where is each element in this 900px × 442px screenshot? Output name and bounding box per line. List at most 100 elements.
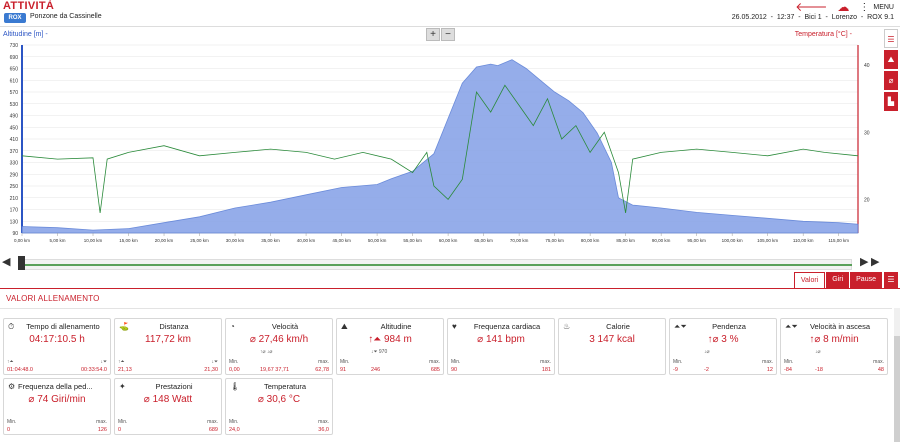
card-min-value: 90 [451, 367, 458, 373]
card-max-value: 689 [208, 427, 218, 433]
zoom-out-button[interactable]: − [441, 28, 455, 41]
stat-card[interactable]: ◔ Velocità ⌀ 27,46 km/h Min. max. 0,00 62,78 ↑⌀… [225, 318, 333, 375]
left-axis-tick-label: 90 [12, 231, 18, 237]
menu-button[interactable]: MENU [873, 3, 894, 11]
list-icon[interactable]: ☰ [884, 29, 898, 48]
card-icon: ♥ [452, 322, 457, 331]
card-title: Velocità in ascesa [809, 322, 871, 331]
card-max-label: max. [318, 419, 329, 425]
x-axis-tick-label: 15,00 km [119, 238, 138, 243]
stat-card[interactable]: ♥ Frequenza cardiaca ⌀ 141 bpm Min. max. 90 18… [447, 318, 555, 375]
card-value: 117,72 km [145, 334, 191, 345]
card-mid-value: -18 [815, 367, 823, 373]
card-icon: ⚙ [8, 382, 16, 391]
stat-card[interactable]: ♨ Calorie 3 147 kcal [558, 318, 666, 375]
card-value: ↑⌀ 3 % [707, 334, 739, 345]
x-axis-tick-label: 40,00 km [297, 238, 316, 243]
x-axis-tick-label: 115,00 km [828, 238, 849, 243]
x-axis-tick-label: 75,00 km [545, 238, 564, 243]
x-axis-tick-label: 95,00 km [687, 238, 706, 243]
left-axis-tick-label: 450 [10, 125, 19, 131]
zoom-in-button[interactable]: + [426, 28, 440, 41]
right-axis-selector[interactable]: Temperatura [°C] - [794, 31, 852, 38]
card-max-label: max. [207, 419, 218, 425]
stat-card[interactable]: 🌡 Temperatura ⌀ 30,6 °C Min. max. 24,0 36,0 [225, 378, 333, 435]
stat-card[interactable]: ⛰ Altitudine ↑⏶ 984 m Min. max. 91 685 ↓⏷ 970 24… [336, 318, 444, 375]
card-max-value: 12 [766, 367, 773, 373]
slider-left-arrow-icon[interactable]: ◀ [2, 256, 11, 268]
card-value: ⌀ 30,6 °C [257, 394, 301, 405]
stat-card[interactable]: ⛳ Distanza 117,72 km ↑⏶ ↓⏷ 21,13 21,30 [114, 318, 222, 375]
activity-chart[interactable]: 730 690 650 610 570 530 490 450 410 370 330 290 250 2… [0, 40, 880, 255]
x-axis-tick-label: 60,00 km [439, 238, 458, 243]
x-axis-tick-label: 100,00 km [722, 238, 743, 243]
back-arrow-icon[interactable]: 🡐 [795, 0, 828, 14]
card-mid-label: ↓⌀ [704, 349, 710, 355]
tab-giri[interactable]: Giri [826, 272, 850, 288]
list-view-icon[interactable]: ☰ [884, 272, 898, 288]
card-icon: ⏱ [8, 322, 15, 331]
values-tabs: Valori Giri Pause [793, 272, 882, 288]
x-axis-tick-label: 50,00 km [368, 238, 387, 243]
card-min-value: 0 [7, 427, 11, 433]
tab-pause[interactable]: Pause [850, 272, 882, 288]
slider-end-arrow-icon[interactable]: ▶ [871, 256, 880, 268]
card-mid-label: ↑⌀ ↓⌀ [260, 349, 273, 355]
x-axis-tick-label: 25,00 km [190, 238, 209, 243]
left-axis-tick-label: 210 [10, 196, 19, 202]
stat-card[interactable]: ✦ Prestazioni ⌀ 148 Watt Min. max. 0 689 [114, 378, 222, 435]
altitude-area [21, 59, 859, 234]
stat-card[interactable]: ⏱ Tempo di allenamento 04:17:10.5 h ↑⏶ ↓⏷ 01:… [3, 318, 111, 375]
x-axis-tick-label: 105,00 km [757, 238, 778, 243]
temperature-series [21, 84, 859, 213]
card-icon: ✦ [119, 382, 126, 391]
stat-card[interactable]: ⏶⏷ Velocità in ascesa ↑⌀ 8 m/min Min. max. -8… [780, 318, 888, 375]
x-axis-tick-label: 90,00 km [652, 238, 671, 243]
card-mid-label: ↓⏷ 970 [371, 349, 388, 355]
card-mid-label: ↓⌀ [815, 349, 821, 355]
cloud-icon[interactable]: ☁ [837, 0, 850, 14]
card-icon: ◔ [230, 322, 235, 331]
card-value: ↑⏶ 984 m [368, 334, 412, 345]
card-max-label: ↓⏷ [211, 359, 218, 365]
tabs-divider [0, 288, 900, 289]
x-axis-tick-label: 110,00 km [793, 238, 814, 243]
scrollbar-thumb[interactable] [894, 336, 900, 442]
card-title: Temperatura [263, 382, 307, 391]
stat-card[interactable]: ⚙ Frequenza della ped... ⌀ 74 Giri/min Min.… [3, 378, 111, 435]
activity-location: Ponzone da Cassinelle [30, 13, 102, 20]
left-axis-tick-label: 410 [10, 137, 19, 143]
card-max-label: max. [762, 359, 773, 365]
card-min-label: Min. [229, 419, 239, 425]
speed-icon[interactable]: ⌀ [884, 71, 898, 90]
card-max-value: 181 [541, 367, 551, 373]
card-mid-value: 246 [371, 367, 381, 373]
menu-dots-icon[interactable]: ⋮ [859, 1, 870, 13]
mountain-icon[interactable]: ⛰ [884, 50, 898, 69]
card-max-value: 62,78 [315, 367, 329, 373]
x-axis-tick-label: 85,00 km [616, 238, 635, 243]
left-axis-tick-label: 130 [10, 219, 19, 225]
stat-card[interactable]: ⏶⏷ Pendenza ↑⌀ 3 % Min. max. -9 12 ↓⌀ -2 [669, 318, 777, 375]
header-divider [0, 26, 900, 27]
bar-chart-icon[interactable]: ▙ [884, 92, 898, 111]
card-value: 04:17:10.5 h [29, 334, 85, 345]
card-max-label: max. [96, 419, 107, 425]
card-value: ⌀ 141 bpm [477, 334, 525, 345]
tab-valori[interactable]: Valori [793, 272, 826, 288]
card-title: Distanza [159, 322, 189, 331]
card-max-label: max. [873, 359, 884, 365]
slider-right-arrow-icon[interactable]: ▶ [860, 256, 869, 268]
section-title: VALORI ALLENAMENTO [6, 294, 100, 303]
card-min-value: 0 [118, 427, 122, 433]
card-min-label: Min. [118, 419, 128, 425]
left-axis-tick-label: 610 [10, 78, 19, 84]
left-axis-tick-label: 290 [10, 172, 19, 178]
timeline-slider-range [20, 264, 852, 266]
left-axis-selector[interactable]: Altitudine [m] - [3, 31, 48, 38]
timeline-slider-handle[interactable] [18, 256, 25, 270]
card-value: ⌀ 74 Giri/min [28, 394, 86, 405]
card-icon: 🌡 [230, 382, 241, 391]
card-min-value: 24,0 [229, 427, 240, 433]
